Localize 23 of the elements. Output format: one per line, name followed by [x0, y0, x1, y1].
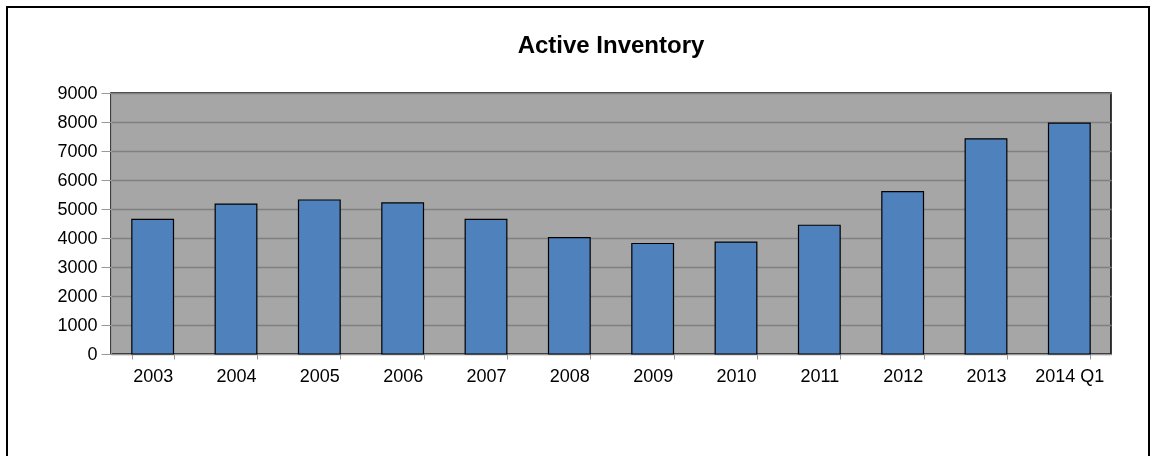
- x-tick-label: 2009: [633, 365, 674, 386]
- y-tick-label: 7000: [57, 140, 98, 161]
- x-tick-label: 2014 Q1: [1035, 365, 1105, 386]
- y-tick-label: 9000: [57, 82, 98, 103]
- x-tick-label: 2011: [800, 365, 840, 386]
- x-tick-label: 2006: [383, 365, 424, 386]
- x-tick-label: 2003: [133, 365, 174, 386]
- y-tick-label: 8000: [57, 111, 98, 132]
- y-tick-label: 4000: [57, 227, 98, 248]
- x-tick-label: 2012: [883, 365, 924, 386]
- y-tick-label: 2000: [57, 285, 98, 306]
- y-tick-label: 3000: [57, 256, 98, 277]
- y-tick-label: 6000: [57, 169, 98, 190]
- x-tick-label: 2008: [549, 365, 590, 386]
- chart-title: Active Inventory: [517, 31, 706, 58]
- x-tick-label: 2010: [716, 365, 757, 386]
- y-tick-label: 1000: [57, 314, 98, 335]
- x-tick-label: 2005: [299, 365, 340, 386]
- x-tick-label: 2007: [466, 365, 507, 386]
- x-tick-label: 2004: [216, 365, 257, 386]
- x-tick-label: 2013: [966, 365, 1007, 386]
- y-tick-label: 0: [87, 343, 98, 364]
- y-tick-label: 5000: [57, 198, 98, 219]
